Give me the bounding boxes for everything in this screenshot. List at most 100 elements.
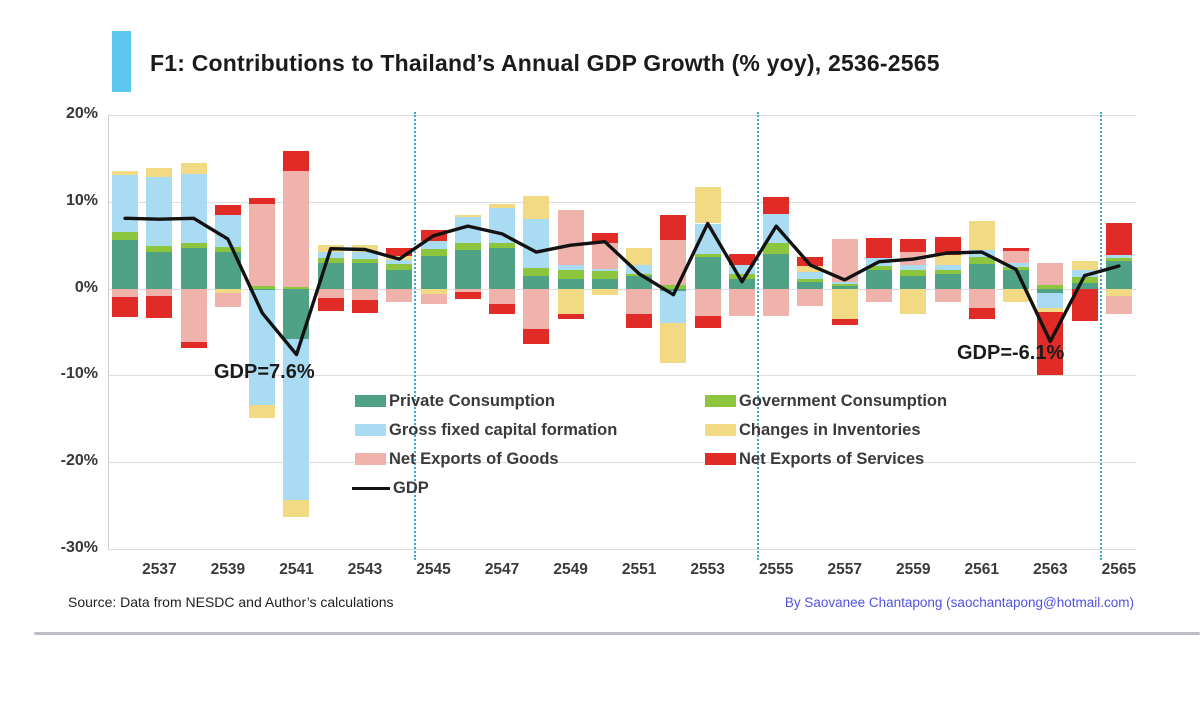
bar-segment <box>934 254 961 266</box>
bar-segment <box>1071 270 1098 278</box>
author-credit: By Saovanee Chantapong (saochantapong@ho… <box>784 595 1134 610</box>
bar-segment <box>420 248 447 256</box>
bar-segment <box>523 219 550 268</box>
gridline <box>108 549 1136 550</box>
bar-segment <box>180 247 207 289</box>
x-tick-label: 2555 <box>758 561 794 578</box>
bar-segment <box>591 233 618 244</box>
bar-segment <box>112 239 139 289</box>
bar-segment <box>420 293 447 305</box>
bar-segment <box>386 259 413 265</box>
x-tick-label: 2541 <box>279 561 314 578</box>
bar-segment <box>454 243 481 251</box>
legend-item-net-exports-goods: Net Exports of Goods <box>355 450 559 468</box>
x-tick-label: 2537 <box>142 561 177 578</box>
government-consumption-swatch <box>705 395 736 407</box>
net-exports-goods-swatch <box>355 453 386 465</box>
bar-segment <box>934 273 961 289</box>
legend-item-inventories: Changes in Inventories <box>705 421 921 439</box>
legend-label: Gross fixed capital formation <box>389 421 618 439</box>
gdp-line <box>123 216 1121 357</box>
legend-item-gross-fixed-capital: Gross fixed capital formation <box>355 421 617 439</box>
bar-segment <box>934 270 961 274</box>
bar-segment <box>900 288 927 314</box>
x-tick-label: 2563 <box>1033 561 1068 578</box>
chart-title: F1: Contributions to Thailand’s Annual G… <box>150 50 940 76</box>
bar-segment <box>797 272 824 280</box>
bar-segment <box>694 315 721 328</box>
x-tick-label: 2565 <box>1101 561 1137 578</box>
bar-segment <box>1003 247 1030 252</box>
bar-segment <box>352 263 378 289</box>
bar-segment <box>180 288 207 343</box>
bar-segment <box>763 288 790 316</box>
y-tick-label: 10% <box>65 191 98 209</box>
legend-label: GDP <box>393 479 429 497</box>
bar-segment <box>660 323 687 364</box>
bottom-divider <box>34 632 1200 635</box>
bar-segment <box>900 239 927 253</box>
bar-segment <box>214 205 241 215</box>
bar-segment <box>249 288 276 291</box>
bar-segment <box>112 297 139 318</box>
bar-segment <box>1105 258 1132 261</box>
decade-guide-2545 <box>414 112 417 560</box>
bar-segment <box>523 329 550 345</box>
bar-segment <box>146 288 173 297</box>
bar-segment <box>454 292 481 299</box>
bar-segment <box>557 265 584 271</box>
bar-segment <box>214 246 241 253</box>
bar-segment <box>968 288 995 308</box>
bar-segment <box>728 279 755 289</box>
bar-segment <box>112 171 139 175</box>
bar-segment <box>146 296 173 319</box>
bar-segment <box>557 279 584 289</box>
bar-segment <box>660 214 687 240</box>
bar-segment <box>180 174 207 243</box>
bar-segment <box>968 220 995 251</box>
y-tick-label: 20% <box>65 105 98 122</box>
bar-segment <box>866 270 892 289</box>
bar-segment <box>352 288 378 300</box>
bar-segment <box>1105 222 1132 255</box>
legend-label: Private Consumption <box>389 392 555 410</box>
bar-segment <box>283 499 310 517</box>
bar-segment <box>523 267 550 276</box>
bar-segment <box>831 288 858 319</box>
bar-segment <box>694 253 721 258</box>
source-note: Source: Data from NESDC and Author’s cal… <box>68 594 394 610</box>
bar-segment <box>454 250 481 289</box>
bar-segment <box>489 247 516 289</box>
bar-segment <box>831 318 858 326</box>
bar-segment <box>797 288 824 306</box>
bar-segment <box>728 265 755 274</box>
legend-label: Net Exports of Services <box>739 450 925 468</box>
bar-segment <box>557 313 584 319</box>
bar-segment <box>968 307 995 319</box>
bar-segment <box>591 268 618 272</box>
bar-segment <box>523 288 550 330</box>
bar-segment <box>1105 288 1132 296</box>
annotation-gdp-2541: GDP=7.6% <box>214 361 315 383</box>
bar-segment <box>249 203 276 286</box>
bar-segment <box>1071 260 1098 271</box>
x-tick-label: 2547 <box>484 561 520 578</box>
bar-segment <box>626 288 653 314</box>
gridline <box>108 462 1136 464</box>
bar-segment <box>249 285 276 289</box>
bar-segment <box>420 288 447 294</box>
bar-segment <box>557 270 584 280</box>
bar-segment <box>591 271 618 280</box>
x-tick-label: 2545 <box>416 561 451 578</box>
bar-segment <box>454 214 481 217</box>
bar-segment <box>352 252 378 260</box>
gfcf-swatch <box>355 424 386 436</box>
bar-segment <box>866 238 892 259</box>
bar-segment <box>626 313 653 328</box>
bar-segment <box>420 240 447 249</box>
bar-segment <box>900 265 927 271</box>
bar-segment <box>386 288 413 303</box>
inventories-swatch <box>705 424 736 436</box>
y-tick-label: -20% <box>60 452 98 470</box>
